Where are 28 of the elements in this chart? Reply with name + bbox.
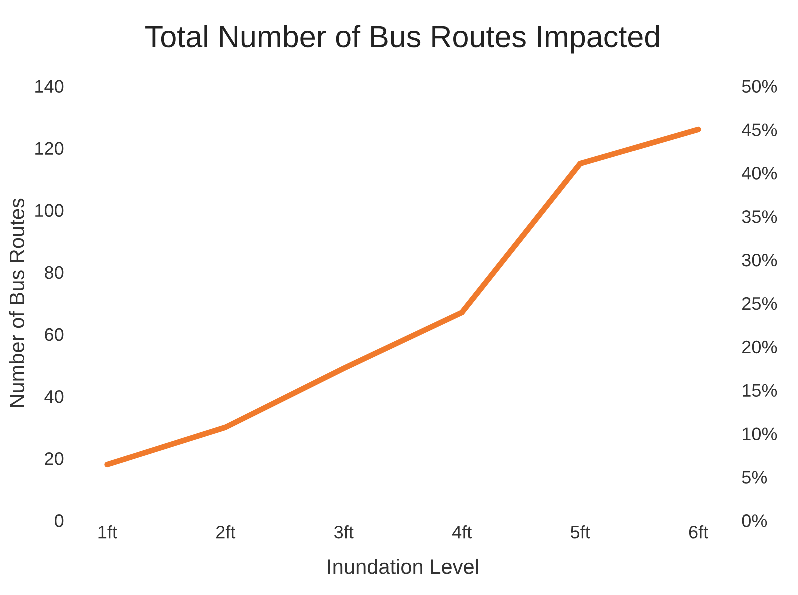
x-axis-title: Inundation Level: [328, 558, 478, 574]
x-tick-label: 5ft: [571, 526, 590, 539]
y-tick-label: 0: [55, 514, 64, 528]
y-axis-title: Number of Bus Routes: [9, 198, 25, 408]
y2-tick-label: 45%: [742, 124, 778, 136]
y2-tick-label: 0%: [742, 514, 768, 528]
y2-tick-label: 35%: [742, 210, 778, 224]
y-tick-label: 120: [36, 142, 64, 156]
y2-tick-label: 20%: [742, 340, 778, 354]
y-tick-label: 40: [44, 390, 64, 404]
y2-tick-label: 15%: [743, 384, 778, 398]
x-tick-label: 3ft: [334, 526, 354, 539]
x-tick-label: 2ft: [216, 526, 236, 539]
y-tick-label: 20: [45, 452, 64, 466]
y2-tick-label: 5%: [742, 471, 768, 484]
y2-tick-label: 30%: [742, 254, 778, 267]
y2-tick-label: 40%: [742, 167, 778, 180]
y2-tick-label: 25%: [742, 297, 778, 310]
y2-tick-label: 50%: [742, 80, 778, 93]
y2-tick-label: 10%: [743, 428, 778, 440]
x-tick-label: 6ft: [689, 526, 708, 539]
y-tick-label: 60: [45, 328, 64, 342]
y-tick-label: 80: [45, 266, 64, 280]
x-tick-label: 4ft: [452, 526, 472, 539]
x-tick-label: 1ft: [98, 526, 118, 539]
y-tick-label: 100: [36, 204, 64, 218]
chart-title: Total Number of Bus Routes Impacted: [146, 25, 660, 54]
y-tick-label: 140: [36, 80, 64, 93]
